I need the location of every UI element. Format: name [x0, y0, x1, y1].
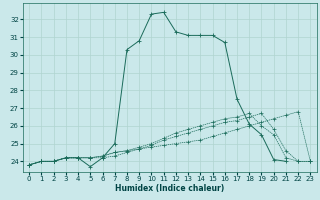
X-axis label: Humidex (Indice chaleur): Humidex (Indice chaleur): [115, 184, 224, 193]
